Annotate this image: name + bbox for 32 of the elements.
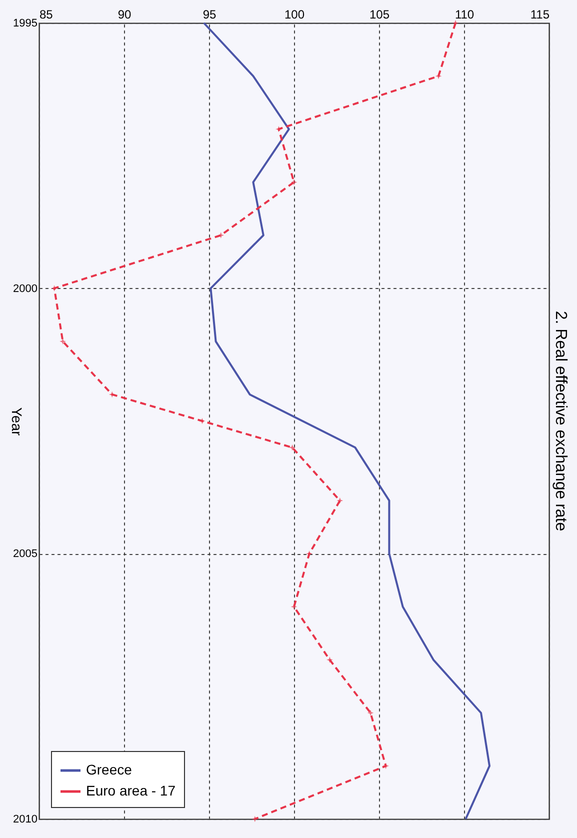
y-tick-label: 1995 [13,18,38,30]
x-tick-label: 95 [202,8,216,22]
point [276,126,282,132]
point [51,285,58,292]
legend-label: Euro area - 17 [86,782,176,798]
point [326,656,333,663]
x-tick-label: 100 [284,8,305,22]
point [199,418,206,424]
y-axis-title: Year [9,407,26,436]
point [367,710,374,716]
x-tick-label: 90 [118,8,132,22]
point [252,816,258,822]
point [290,604,298,610]
point [60,338,66,345]
line-series [202,22,490,820]
y-tick-label: 2005 [13,548,38,560]
point [290,179,298,186]
point [382,762,389,770]
point [336,497,344,504]
x-tick-label: 85 [40,8,54,22]
x-tick-label: 110 [454,8,474,22]
point [435,72,442,80]
point [108,391,116,398]
point [218,232,224,238]
text: 2. Real effective exchange rate [552,310,569,532]
legend-label: Greece [86,762,132,778]
x-tick-label: 105 [369,8,390,22]
y-tick-label: 2000 [13,282,38,295]
x-tick-label: 115 [530,8,550,22]
point [452,20,459,26]
y-tick-label: 2010 [13,814,38,826]
point [289,444,296,451]
